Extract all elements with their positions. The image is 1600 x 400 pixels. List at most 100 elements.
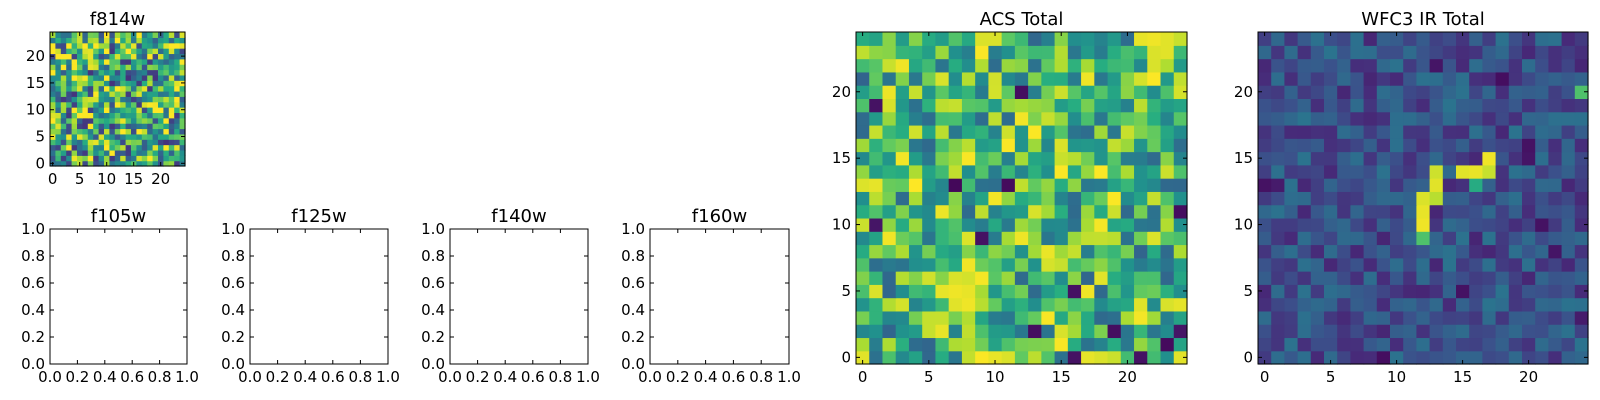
- heatmap-cell: [120, 139, 127, 146]
- heatmap-cell: [1574, 45, 1589, 60]
- heatmap-cell: [1482, 178, 1497, 192]
- heatmap-cell: [1041, 111, 1056, 126]
- heatmap-cell: [1561, 310, 1576, 325]
- heatmap-cell: [1297, 45, 1312, 60]
- heatmap-cell: [1390, 217, 1404, 232]
- heatmap-cell: [163, 123, 170, 130]
- heatmap-cell: [948, 178, 963, 192]
- heatmap-cell: [1094, 324, 1109, 339]
- x-tick-label: 0.2: [466, 368, 490, 386]
- heatmap-cell: [975, 45, 989, 60]
- heatmap-cell: [1522, 138, 1536, 153]
- heatmap-cell: [856, 98, 870, 113]
- x-tick-label: 1.0: [576, 368, 600, 386]
- heatmap-cell: [1350, 71, 1365, 86]
- heatmap-cell: [1120, 337, 1135, 352]
- heatmap-cell: [1363, 32, 1378, 46]
- heatmap-cell: [1508, 45, 1523, 60]
- heatmap-cell: [1403, 204, 1417, 219]
- heatmap-cell: [1522, 337, 1536, 352]
- heatmap-cell: [1324, 337, 1338, 352]
- heatmap-cell: [922, 151, 937, 166]
- heatmap-cell: [136, 96, 143, 103]
- heatmap-cell: [158, 149, 164, 156]
- heatmap-cell: [163, 117, 170, 124]
- heatmap-cell: [1390, 231, 1404, 246]
- y-tick-label: 0.0: [221, 355, 245, 373]
- heatmap-cell: [895, 217, 910, 232]
- heatmap-cell: [1173, 191, 1188, 206]
- heatmap-cell: [1054, 111, 1069, 126]
- heatmap-cell: [1134, 204, 1148, 219]
- heatmap-cell: [895, 244, 910, 259]
- heatmap-cell: [120, 90, 127, 97]
- heatmap-cell: [1574, 164, 1589, 179]
- heatmap-cell: [141, 42, 148, 49]
- heatmap-cell: [1574, 297, 1589, 312]
- heatmap-cell: [1403, 257, 1417, 272]
- heatmap-cell: [1548, 58, 1563, 73]
- heatmap-cell: [131, 144, 137, 151]
- heatmap-cell: [109, 85, 116, 92]
- heatmap-cell: [869, 284, 884, 299]
- heatmap-cell: [1054, 350, 1069, 365]
- heatmap-cell: [975, 178, 989, 192]
- heatmap-cell: [1469, 85, 1483, 99]
- heatmap-cell: [104, 64, 110, 71]
- heatmap-cell: [1258, 124, 1272, 139]
- heatmap-cell: [1508, 337, 1523, 352]
- heatmap-cell: [1310, 138, 1325, 153]
- heatmap-cell: [125, 42, 132, 49]
- heatmap-cell: [1482, 350, 1497, 365]
- heatmap-cell: [114, 90, 121, 97]
- heatmap-cell: [1574, 244, 1589, 259]
- heatmap-cell: [1376, 297, 1391, 312]
- heatmap-cell: [163, 48, 170, 55]
- heatmap-cell: [114, 80, 121, 87]
- heatmap-cell: [87, 133, 94, 140]
- heatmap-cell: [1363, 45, 1378, 60]
- heatmap-cell: [1120, 45, 1135, 60]
- heatmap-cell: [961, 58, 976, 73]
- heatmap-cell: [1469, 71, 1483, 86]
- heatmap-cell: [1429, 85, 1444, 99]
- heatmap-cell: [1284, 32, 1299, 46]
- heatmap-cell: [131, 90, 137, 97]
- heatmap-cell: [109, 69, 116, 76]
- heatmap-cell: [1469, 217, 1483, 232]
- x-tick-label: 1.0: [175, 368, 199, 386]
- heatmap-cell: [1094, 124, 1109, 139]
- heatmap-cell: [50, 42, 56, 49]
- heatmap-cell: [922, 310, 937, 325]
- heatmap-cell: [1429, 71, 1444, 86]
- heatmap-cell: [1508, 71, 1523, 86]
- heatmap-cell: [55, 144, 62, 151]
- heatmap-cell: [1001, 217, 1016, 232]
- heatmap-cell: [1390, 310, 1404, 325]
- heatmap-cell: [1054, 71, 1069, 86]
- x-tick-label: 0.6: [321, 368, 345, 386]
- heatmap-cell: [1442, 111, 1457, 126]
- heatmap-cell: [1271, 178, 1285, 192]
- heatmap-cell: [1054, 138, 1069, 153]
- heatmap-cell: [1173, 284, 1188, 299]
- heatmap-cell: [1310, 98, 1325, 113]
- axes-frame: [855, 31, 1188, 365]
- heatmap-cell: [1337, 151, 1351, 166]
- heatmap-cell: [1574, 58, 1589, 73]
- heatmap-cell: [922, 58, 937, 73]
- heatmap-cell: [1107, 111, 1122, 126]
- heatmap-cell: [109, 117, 116, 124]
- heatmap-cell: [1574, 98, 1589, 113]
- heatmap-cell: [66, 53, 73, 60]
- heatmap-cell: [98, 37, 105, 44]
- heatmap-cell: [1067, 271, 1082, 285]
- heatmap-cell: [1522, 204, 1536, 219]
- heatmap-cell: [1147, 271, 1162, 285]
- heatmap-cell: [922, 138, 937, 153]
- heatmap-cell: [856, 350, 870, 365]
- heatmap-cell: [1363, 164, 1378, 179]
- heatmap-cell: [961, 164, 976, 179]
- heatmap-cell: [152, 149, 159, 156]
- heatmap-cell: [131, 128, 137, 135]
